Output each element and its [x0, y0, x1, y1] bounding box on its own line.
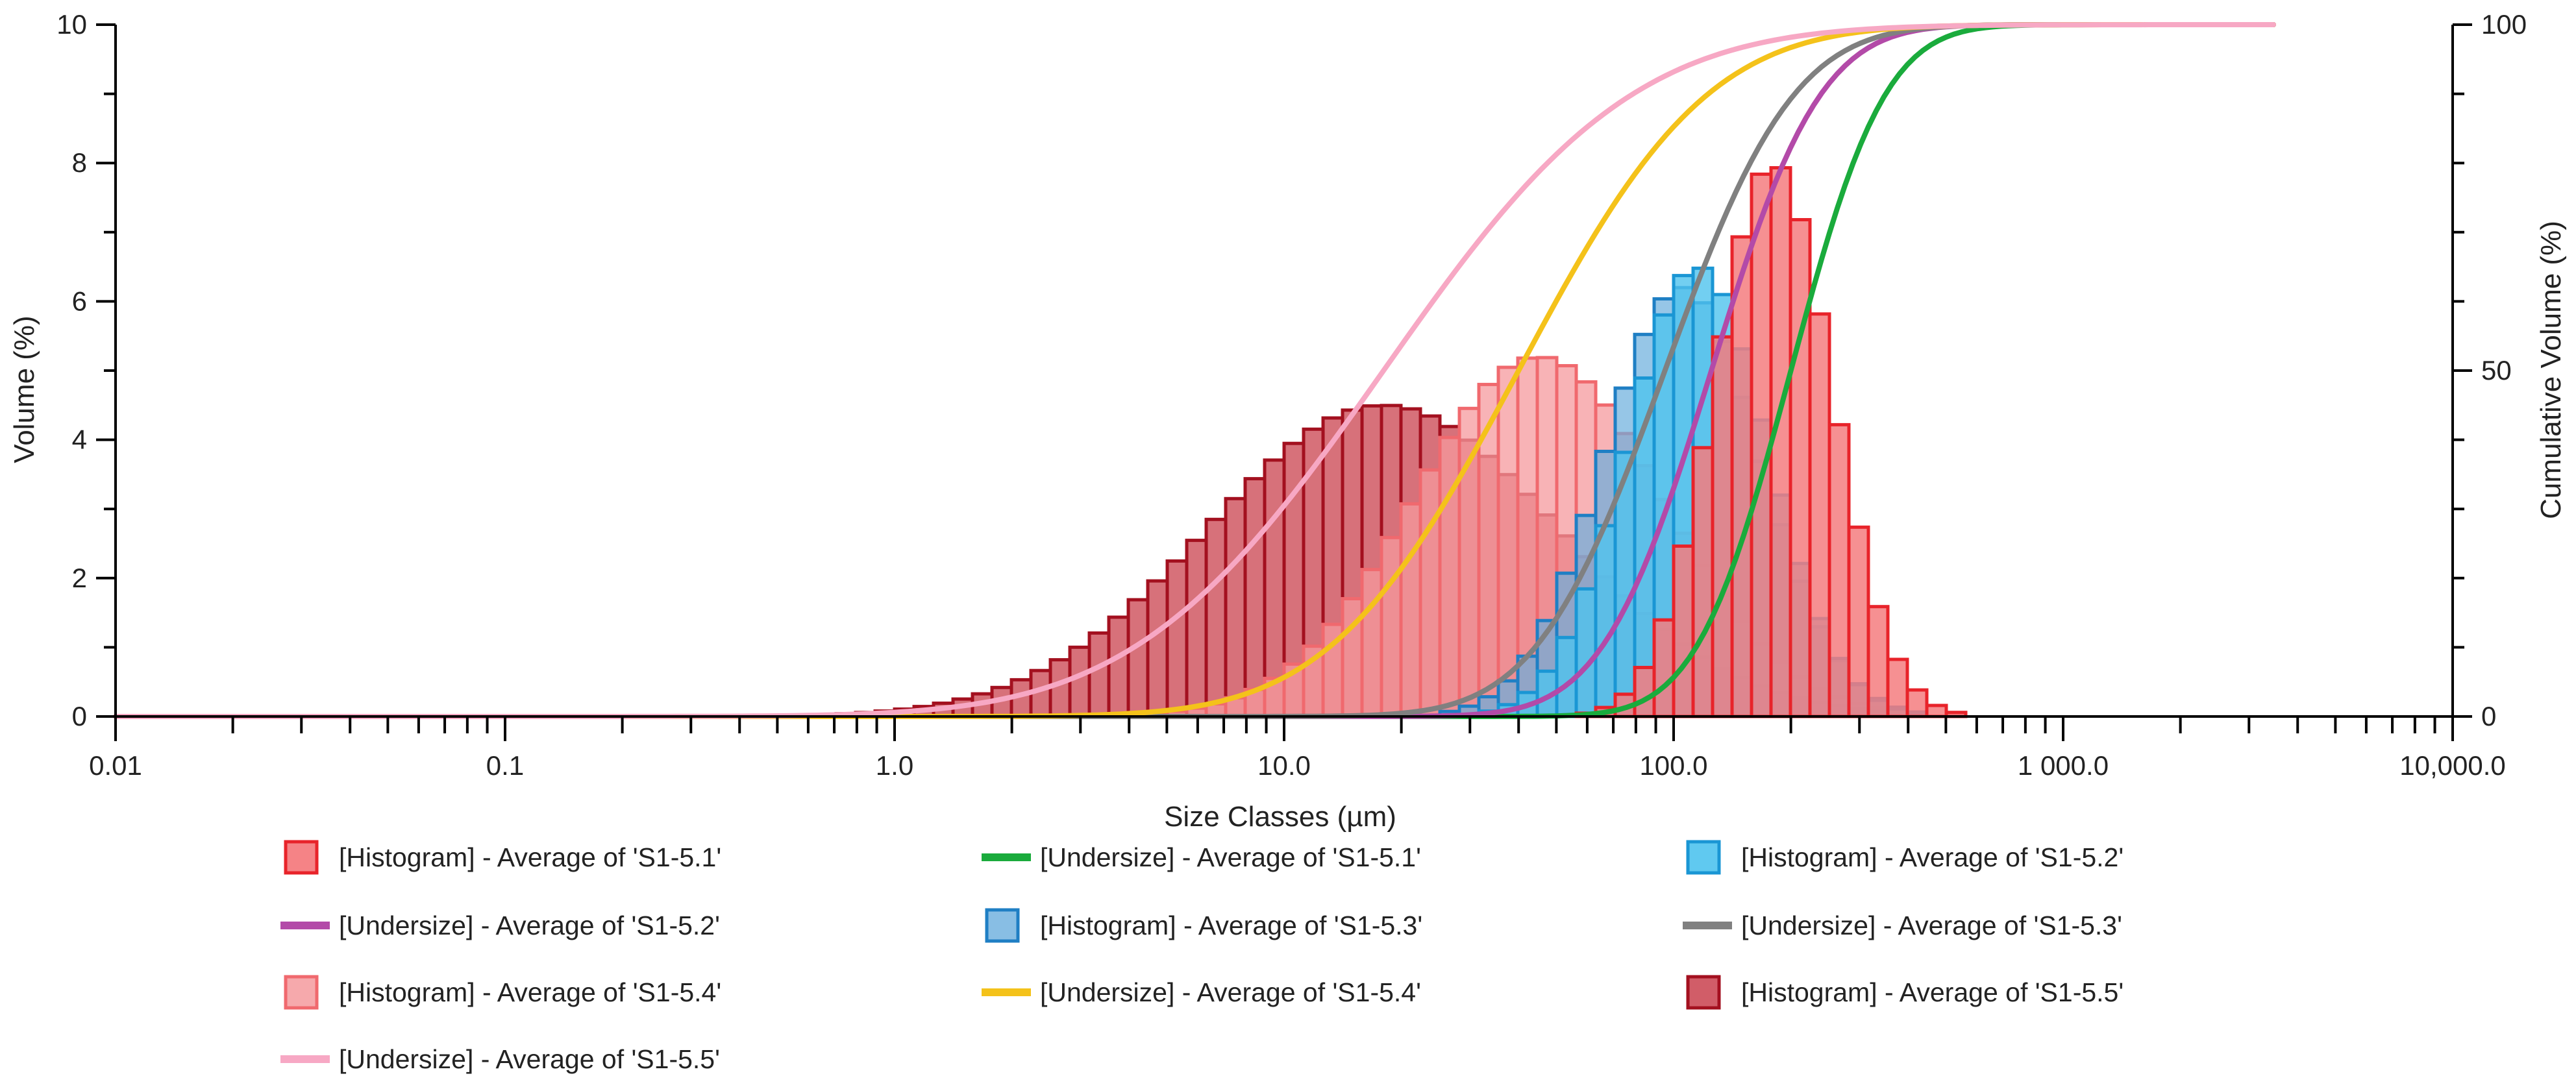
histogram-bar — [1711, 335, 1734, 718]
histogram-bar — [1048, 658, 1072, 718]
histogram-bar — [1380, 535, 1403, 718]
legend-item: [Histogram] - Average of 'S1-5.2' — [1686, 840, 2124, 875]
histogram-bar — [1224, 496, 1247, 718]
legend-item: [Histogram] - Average of 'S1-5.4' — [284, 975, 721, 1010]
legend-label: [Undersize] - Average of 'S1-5.4' — [1040, 977, 1421, 1007]
histogram-bar — [1185, 539, 1208, 718]
legend-label: [Undersize] - Average of 'S1-5.3' — [1741, 911, 2122, 940]
y-tick-label: 10 — [56, 9, 87, 40]
legend-label: [Histogram] - Average of 'S1-5.3' — [1040, 911, 1422, 940]
histogram-bar — [1789, 218, 1812, 718]
y2-tick-label: 0 — [2481, 701, 2496, 731]
histogram-bar — [1847, 525, 1870, 718]
x-tick-label: 0.01 — [89, 750, 142, 781]
x-tick-label: 1 000.0 — [2018, 750, 2109, 781]
histogram-bar — [1594, 524, 1617, 718]
histogram-bar — [1886, 657, 1909, 718]
legend-swatch-box — [1686, 840, 1721, 875]
legend-label: [Undersize] - Average of 'S1-5.1' — [1040, 842, 1421, 872]
legend-swatch-box — [284, 840, 319, 875]
histogram-bar — [1399, 502, 1422, 718]
histogram-series — [1574, 166, 1968, 718]
legend-item: [Undersize] - Average of 'S1-5.1' — [982, 842, 1421, 872]
x-tick-label: 10.0 — [1257, 750, 1311, 781]
x-tick-label: 10,000.0 — [2399, 750, 2506, 781]
histogram-bar — [1652, 618, 1676, 718]
x-axis-title: Size Classes (µm) — [1164, 801, 1396, 833]
legend-item: [Undersize] - Average of 'S1-5.5' — [280, 1044, 720, 1074]
x-tick-label: 1.0 — [876, 750, 913, 781]
histogram-bar — [1808, 312, 1831, 718]
y2-tick-label: 100 — [2481, 9, 2527, 40]
legend-item: [Undersize] - Average of 'S1-5.4' — [982, 977, 1421, 1007]
histogram-bar — [1107, 615, 1130, 718]
histogram-bar — [1905, 688, 1929, 718]
histogram-bar — [1243, 477, 1267, 718]
legend-item: [Histogram] - Average of 'S1-5.1' — [284, 840, 721, 875]
legend-item: [Histogram] - Average of 'S1-5.3' — [985, 908, 1422, 943]
histogram-bar — [1126, 598, 1150, 718]
histogram-bar — [1866, 605, 1890, 718]
legend-label: [Histogram] - Average of 'S1-5.5' — [1741, 977, 2124, 1007]
histogram-bar — [1730, 235, 1753, 718]
histogram-bar — [1087, 631, 1111, 718]
x-tick-label: 0.1 — [486, 750, 524, 781]
plot-area — [113, 22, 2276, 719]
histogram-bar — [1418, 468, 1442, 718]
histogram-bar — [1360, 568, 1383, 718]
histogram-bar — [1165, 559, 1189, 718]
histogram-bar — [1457, 406, 1481, 718]
histogram-bar — [1925, 704, 1948, 718]
legend-swatch-box — [1686, 975, 1721, 1010]
axes: 0.01 0.1 1.0 10.0 100.0 1 000.0 10,000.0 0 2 4 6 8 1… — [56, 9, 2527, 781]
histogram-bar — [1574, 587, 1598, 718]
y-tick-label: 2 — [72, 563, 87, 593]
y-tick-label: 4 — [72, 424, 87, 455]
legend-label: [Histogram] - Average of 'S1-5.4' — [339, 977, 721, 1007]
histogram-bar — [1496, 365, 1520, 718]
legend-label: [Histogram] - Average of 'S1-5.2' — [1741, 842, 2124, 872]
y-axis-title: Volume (%) — [8, 315, 40, 463]
legend: [Histogram] - Average of 'S1-5.1' [Unders… — [280, 840, 2124, 1074]
y-tick-label: 8 — [72, 147, 87, 178]
histogram-bar — [1691, 446, 1715, 718]
histogram-bar — [1633, 666, 1656, 718]
legend-item: [Undersize] - Average of 'S1-5.2' — [280, 911, 720, 940]
legend-swatch-box — [284, 975, 319, 1010]
histogram-bar — [1146, 579, 1169, 718]
histogram-bar — [1672, 544, 1695, 718]
legend-swatch-box — [985, 908, 1020, 943]
legend-label: [Undersize] - Average of 'S1-5.2' — [339, 911, 720, 940]
histogram-bar — [1827, 422, 1851, 718]
legend-item: [Undersize] - Average of 'S1-5.3' — [1683, 911, 2122, 940]
y2-tick-label: 50 — [2481, 355, 2512, 385]
y-tick-label: 6 — [72, 286, 87, 316]
y2-axis-title: Cumulative Volume (%) — [2535, 221, 2567, 519]
legend-label: [Undersize] - Average of 'S1-5.5' — [339, 1044, 720, 1074]
y-tick-label: 0 — [72, 701, 87, 731]
x-tick-label: 100.0 — [1639, 750, 1707, 781]
histogram-bar — [1068, 645, 1091, 718]
histogram-bar — [1204, 517, 1228, 718]
legend-item: [Histogram] - Average of 'S1-5.5' — [1686, 975, 2124, 1010]
legend-label: [Histogram] - Average of 'S1-5.1' — [339, 842, 721, 872]
histogram-bar — [1263, 458, 1286, 718]
